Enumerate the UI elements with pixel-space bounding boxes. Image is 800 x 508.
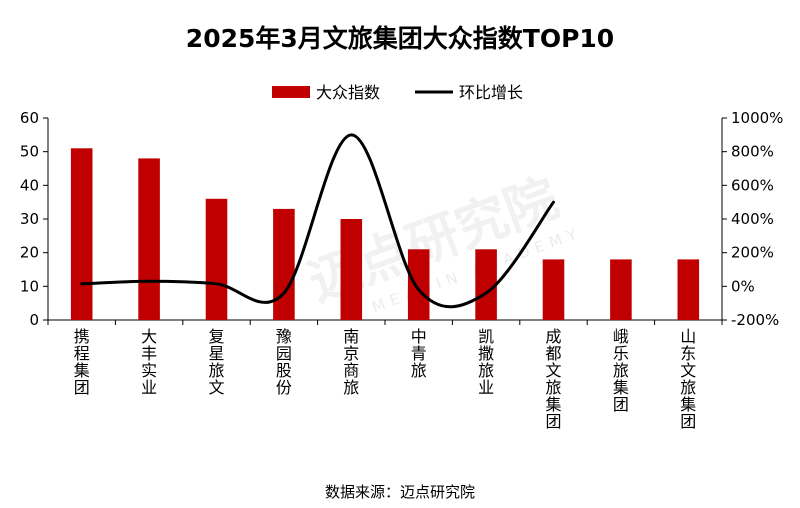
legend-label-bar: 大众指数 [316, 83, 380, 102]
right-tick-label: 200% [731, 244, 774, 262]
bar-7 [475, 249, 497, 320]
left-tick-label: 60 [20, 109, 39, 127]
left-tick-label: 30 [20, 210, 39, 228]
bar-4 [273, 208, 295, 320]
left-tick-label: 10 [20, 277, 39, 295]
category-label-7: 凯撒旅业 [478, 327, 494, 397]
right-tick-label: 400% [731, 210, 774, 228]
right-tick-label: 600% [731, 176, 774, 194]
category-label-8: 成都文旅集团 [545, 327, 561, 431]
bar-8 [542, 259, 565, 320]
category-labels: 携程集团 大丰实业 复星旅文 豫园股份 南京商旅 中青旅 凯撒旅业 成都文旅集团 峨乐旅集团 山东… [74, 327, 697, 431]
right-axis-ticks: -200% 0% 200% 400% 600% 800% 1000% [722, 109, 783, 329]
bar-6 [407, 249, 430, 320]
category-label-1: 携程集团 [74, 327, 90, 397]
left-tick-label: 50 [20, 143, 39, 161]
category-label-4: 豫园股份 [276, 327, 292, 397]
category-label-2: 大丰实业 [141, 327, 157, 397]
right-tick-label: 800% [731, 143, 774, 161]
bar-10 [677, 259, 700, 320]
bar-series [70, 148, 700, 320]
bar-5 [340, 219, 363, 320]
right-tick-label: 1000% [731, 109, 783, 127]
left-axis-ticks: 0 10 20 30 40 50 60 [20, 109, 48, 329]
chart-title: 2025年3月文旅集团大众指数TOP10 [186, 24, 614, 53]
right-tick-label: -200% [731, 311, 779, 329]
bar-1 [70, 148, 93, 320]
left-tick-label: 40 [20, 176, 39, 194]
legend: 大众指数 环比增长 [272, 83, 523, 102]
source-note: 数据来源：迈点研究院 [325, 483, 475, 501]
left-tick-label: 0 [29, 311, 39, 329]
x-axis-ticks [47, 320, 723, 325]
category-label-10: 山东文旅集团 [680, 327, 696, 431]
category-label-9: 峨乐旅集团 [613, 327, 629, 414]
bar-9 [610, 259, 632, 320]
category-label-5: 南京商旅 [343, 327, 359, 397]
bar-3 [205, 198, 228, 320]
right-tick-label: 0% [731, 277, 755, 295]
legend-label-line: 环比增长 [459, 83, 523, 102]
line-series-growth [80, 133, 555, 309]
left-tick-label: 20 [20, 244, 39, 262]
legend-swatch-bar [272, 86, 310, 98]
category-label-3: 复星旅文 [208, 327, 224, 397]
category-label-6: 中青旅 [411, 327, 427, 380]
bar-2 [138, 158, 160, 320]
